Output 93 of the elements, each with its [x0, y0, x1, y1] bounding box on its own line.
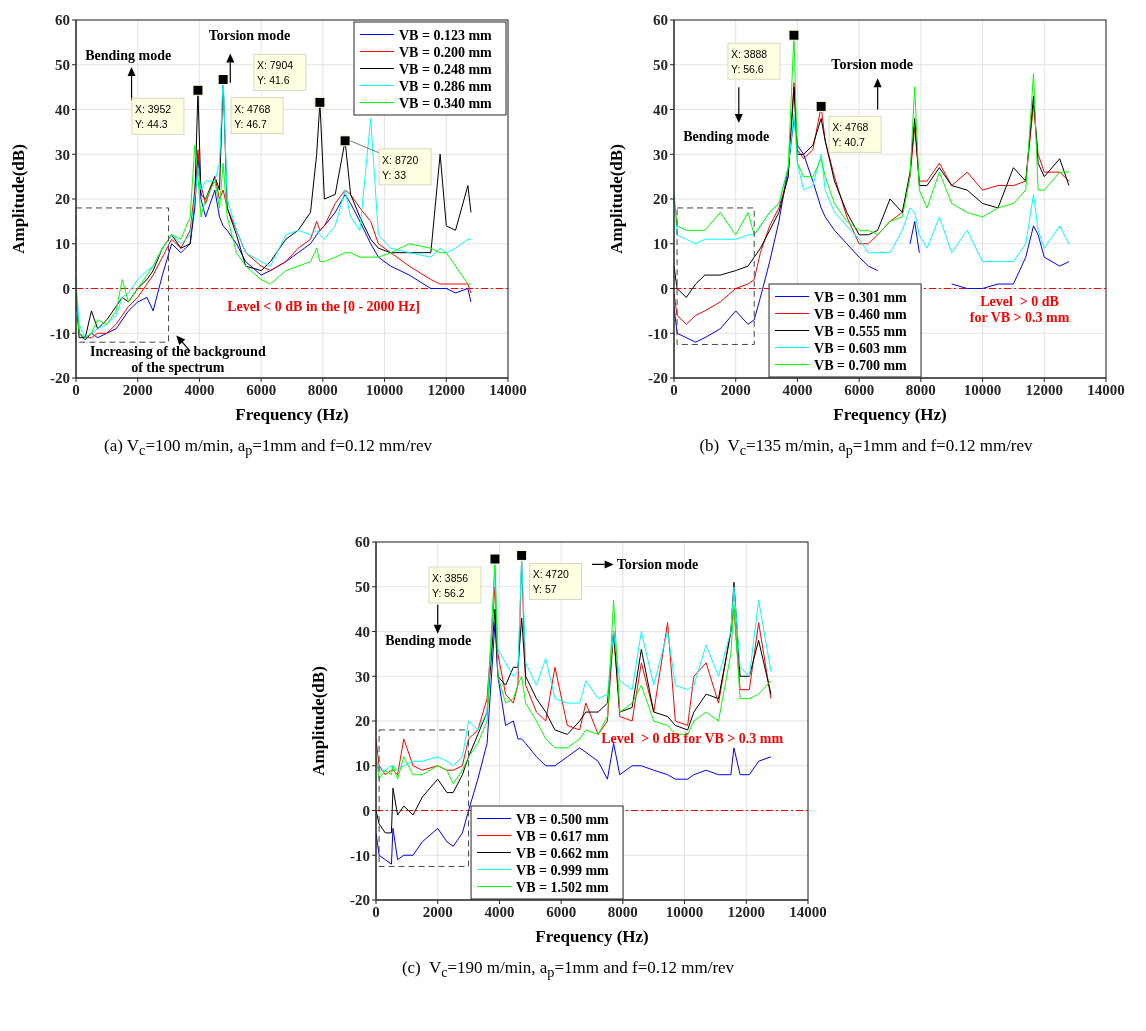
- y-tick-label: 50: [355, 579, 370, 596]
- y-axis-title: Amplitude(dB): [607, 144, 626, 254]
- annotation: X: 4768 Y: 40.7: [832, 121, 869, 149]
- y-tick-label: 10: [653, 236, 668, 253]
- y-tick-label: -10: [50, 325, 70, 342]
- text: (b) V$_{c}$=135 m/min, a$_{p}$=1mm and f=0.12 mm/rev: [698, 436, 1034, 460]
- y-tick-label: 50: [653, 57, 668, 74]
- x-tick-label: 14000: [789, 903, 827, 920]
- y-tick-label: 30: [355, 668, 370, 685]
- y-tick-label: 60: [55, 12, 70, 29]
- x-tick-label: 6000: [246, 381, 277, 398]
- x-axis-title: Frequency (Hz): [235, 405, 349, 424]
- x-tick-label: 14000: [1087, 381, 1125, 398]
- y-tick-label: -20: [648, 370, 668, 387]
- annotation: X: 8720 Y: 33: [382, 153, 419, 181]
- x-tick-label: 2000: [422, 903, 453, 920]
- y-tick-label: 0: [362, 802, 370, 819]
- y-tick-label: 40: [55, 101, 70, 118]
- annotation: X: 3856 Y: 56.2: [431, 572, 469, 600]
- x-tick-label: 8000: [307, 381, 338, 398]
- text: (c) V$_{c}$=190 m/min, a$_{p}$=1mm and f=0.12 mm/rev: [400, 958, 736, 982]
- annotation: Bending mode: [683, 128, 770, 144]
- annotation: X: 3888 Y: 56.6: [730, 48, 768, 76]
- y-tick-label: 20: [355, 713, 370, 730]
- annotation: X: 7904 Y: 41.6: [256, 59, 294, 87]
- legend-label: VB = 0.603 mm: [814, 340, 908, 356]
- x-axis-title: Frequency (Hz): [833, 405, 947, 424]
- y-axis-title: Amplitude(dB): [309, 666, 328, 776]
- legend-label: VB = 0.617 mm: [516, 828, 610, 844]
- legend-label: VB = 0.500 mm: [516, 811, 610, 827]
- x-tick-label: 12000: [427, 381, 466, 398]
- legend-label: VB = 0.123 mm: [399, 27, 493, 43]
- y-axis-title: Amplitude(dB): [9, 144, 28, 254]
- y-tick-label: 30: [55, 146, 70, 163]
- annotation: Torsion mode: [208, 28, 291, 44]
- legend-label: VB = 0.555 mm: [814, 323, 908, 339]
- x-axis-title: Frequency (Hz): [535, 927, 649, 946]
- y-tick-label: 60: [355, 534, 370, 551]
- x-tick-label: 10000: [365, 381, 404, 398]
- annotation: Level > 0 dB for VB > 0.3 mm: [969, 294, 1070, 326]
- y-tick-label: 10: [55, 236, 70, 253]
- x-tick-label: 8000: [607, 903, 638, 920]
- annotation: X: 4720 Y: 57: [532, 568, 569, 596]
- legend-label: VB = 1.502 mm: [516, 879, 610, 895]
- legend-label: VB = 0.200 mm: [399, 44, 493, 60]
- y-tick-label: 0: [62, 280, 70, 297]
- annotation: Bending mode: [385, 632, 472, 648]
- x-tick-label: 4000: [184, 381, 215, 398]
- point: [217, 74, 229, 86]
- annotation: X: 3952 Y: 44.3: [134, 103, 172, 131]
- legend-label: VB = 0.340 mm: [399, 95, 493, 111]
- x-tick-label: 8000: [905, 381, 936, 398]
- y-tick-label: 40: [355, 623, 370, 640]
- x-tick-label: 2000: [122, 381, 153, 398]
- x-tick-label: 4000: [484, 903, 515, 920]
- x-tick-label: 6000: [546, 903, 577, 920]
- y-tick-label: 30: [653, 146, 668, 163]
- x-tick-label: 12000: [727, 903, 766, 920]
- x-tick-label: 12000: [1025, 381, 1064, 398]
- x-tick-label: 6000: [844, 381, 875, 398]
- legend-label: VB = 0.662 mm: [516, 845, 610, 861]
- x-tick-label: 10000: [963, 381, 1002, 398]
- y-tick-label: -20: [350, 892, 370, 909]
- point: [192, 84, 204, 96]
- x-tick-label: 10000: [665, 903, 704, 920]
- annotation: Level > 0 dB for VB > 0.3 mm: [601, 731, 784, 747]
- y-tick-label: 50: [55, 57, 70, 74]
- y-tick-label: 40: [653, 101, 668, 118]
- annotation: Torsion mode: [616, 556, 699, 572]
- y-tick-label: -10: [648, 325, 668, 342]
- legend-label: VB = 0.286 mm: [399, 78, 493, 94]
- annotation: Level < 0 dB in the [0 - 2000 Hz]: [227, 298, 420, 314]
- annotation: Bending mode: [85, 48, 172, 64]
- y-tick-label: 10: [355, 758, 370, 775]
- point: [314, 96, 326, 108]
- point: [339, 135, 351, 147]
- text: (a) V$_{c}$=100 m/min, a$_{p}$=1mm and f=0.12 mm/rev: [103, 436, 433, 460]
- annotation: Torsion mode: [831, 57, 913, 73]
- legend-label: VB = 0.301 mm: [814, 289, 908, 305]
- annotation: Increasing of the background of the spectrum: [89, 343, 266, 375]
- y-tick-label: 0: [660, 280, 668, 297]
- legend-label: VB = 0.248 mm: [399, 61, 493, 77]
- y-tick-label: 60: [653, 12, 668, 29]
- legend-label: VB = 0.460 mm: [814, 306, 908, 322]
- legend-label: VB = 0.700 mm: [814, 357, 908, 373]
- x-tick-label: 4000: [782, 381, 813, 398]
- y-tick-label: -20: [50, 370, 70, 387]
- y-tick-label: 20: [653, 191, 668, 208]
- x-tick-label: 2000: [720, 381, 751, 398]
- y-tick-label: 20: [55, 191, 70, 208]
- y-tick-label: -10: [350, 847, 370, 864]
- legend-label: VB = 0.999 mm: [516, 862, 610, 878]
- x-tick-label: 14000: [489, 381, 527, 398]
